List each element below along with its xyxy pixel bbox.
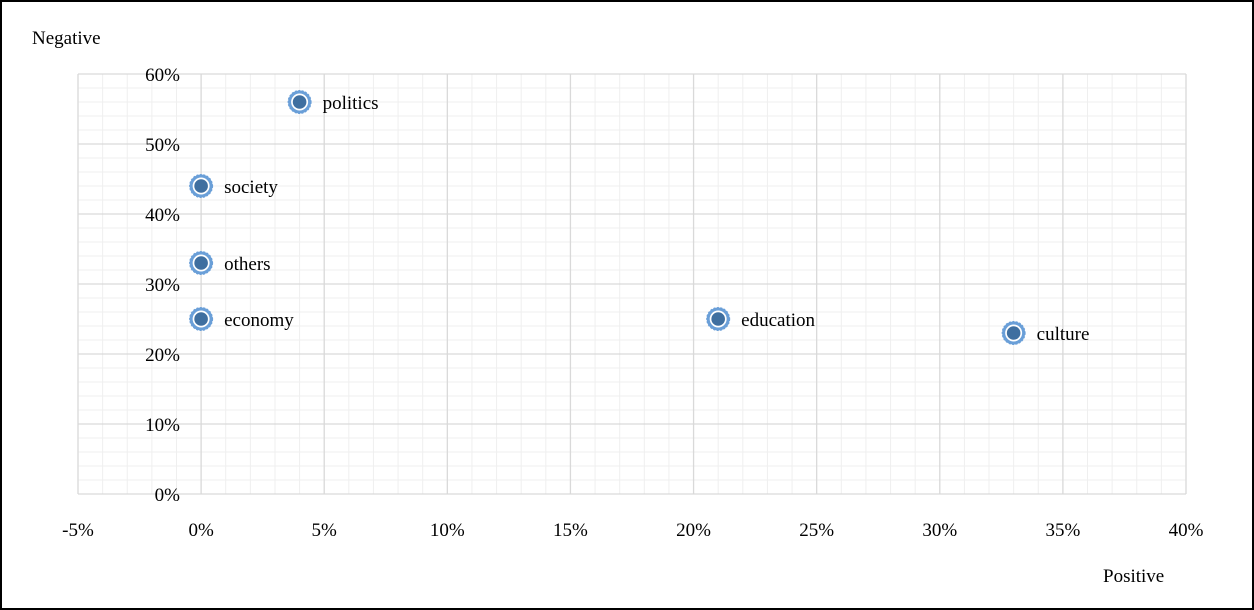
y-tick-label: 20% xyxy=(145,345,180,366)
data-label-others: others xyxy=(224,254,270,275)
data-label-education: education xyxy=(741,310,815,331)
marker-dot xyxy=(194,179,208,193)
data-label-culture: culture xyxy=(1037,324,1090,345)
x-tick-label: 20% xyxy=(676,520,711,541)
x-tick-labels: -5% 0% 5% 10% 15% 20% 25% 30% 35% 40% xyxy=(62,520,1203,541)
x-tick-label: 15% xyxy=(553,520,588,541)
data-label-politics: politics xyxy=(323,93,379,114)
y-tick-labels: 0% 10% 20% 30% 40% 50% 60% xyxy=(145,65,180,506)
x-axis-title: Positive xyxy=(1103,566,1164,587)
y-tick-label: 50% xyxy=(145,135,180,156)
y-tick-label: 0% xyxy=(155,485,181,506)
marker-dot xyxy=(1006,326,1021,340)
x-tick-label: 10% xyxy=(430,520,465,541)
x-tick-label: 35% xyxy=(1045,520,1080,541)
data-point-others xyxy=(189,251,214,275)
data-points xyxy=(189,90,1026,345)
data-point-labels: politics society others economy education cul… xyxy=(224,93,1089,345)
x-tick-label: -5% xyxy=(62,520,94,541)
data-point-economy xyxy=(189,307,214,331)
y-tick-label: 40% xyxy=(145,205,180,226)
marker-dot xyxy=(194,312,208,326)
x-tick-label: 25% xyxy=(799,520,834,541)
x-tick-label: 30% xyxy=(922,520,957,541)
y-axis-title: Negative xyxy=(32,28,101,49)
data-label-society: society xyxy=(224,177,278,198)
data-point-education xyxy=(706,307,731,331)
y-tick-label: 10% xyxy=(145,415,180,436)
major-grid xyxy=(77,73,1187,495)
x-tick-label: 0% xyxy=(188,520,214,541)
marker-dot xyxy=(194,256,208,270)
marker-dot xyxy=(711,312,725,326)
data-point-politics xyxy=(287,90,312,114)
data-point-culture xyxy=(1001,321,1026,345)
x-tick-label: 40% xyxy=(1169,520,1204,541)
y-tick-label: 60% xyxy=(145,65,180,86)
data-label-economy: economy xyxy=(224,310,294,331)
marker-dot xyxy=(292,95,307,109)
data-point-society xyxy=(189,174,214,198)
x-tick-label: 5% xyxy=(312,520,338,541)
y-tick-label: 30% xyxy=(145,275,180,296)
